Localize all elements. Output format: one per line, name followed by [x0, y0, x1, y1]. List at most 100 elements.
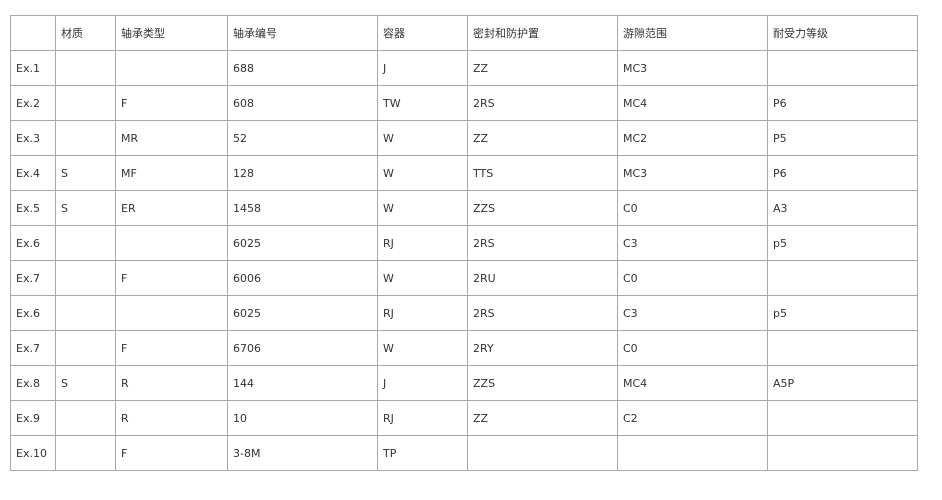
cell: 2RY — [467, 330, 618, 366]
cell: TTS — [467, 155, 618, 191]
cell — [55, 330, 116, 366]
cell: S — [55, 155, 116, 191]
cell: R — [115, 400, 228, 436]
cell — [767, 260, 918, 296]
cell: Ex.8 — [10, 365, 56, 401]
cell: C0 — [617, 260, 768, 296]
cell: 2RU — [467, 260, 618, 296]
data-row: Ex.6 6025 RJ 2RS C3 p5 — [10, 225, 918, 261]
cell: Ex.6 — [10, 225, 56, 261]
data-row: Ex.6 6025 RJ 2RS C3 p5 — [10, 295, 918, 331]
data-row: Ex.9 R 10 RJ ZZ C2 — [10, 400, 918, 436]
cell: A3 — [767, 190, 918, 226]
cell: R — [115, 365, 228, 401]
cell: RJ — [377, 295, 468, 331]
cell: F — [115, 260, 228, 296]
cell: MC2 — [617, 120, 768, 156]
cell: ZZS — [467, 365, 618, 401]
cell: A5P — [767, 365, 918, 401]
cell: Ex.10 — [10, 435, 56, 471]
cell — [467, 435, 618, 471]
cell: 2RS — [467, 225, 618, 261]
cell: 128 — [227, 155, 378, 191]
cell: 688 — [227, 50, 378, 86]
cell — [55, 225, 116, 261]
cell: P6 — [767, 155, 918, 191]
cell: Ex.9 — [10, 400, 56, 436]
cell: p5 — [767, 295, 918, 331]
header-cell: 轴承类型 — [115, 15, 228, 51]
cell: Ex.1 — [10, 50, 56, 86]
cell: 6706 — [227, 330, 378, 366]
cell: S — [55, 365, 116, 401]
data-row: Ex.10 F 3-8M TP — [10, 435, 918, 471]
cell: ZZ — [467, 400, 618, 436]
cell: W — [377, 190, 468, 226]
cell: ZZS — [467, 190, 618, 226]
cell — [617, 435, 768, 471]
cell: MC4 — [617, 85, 768, 121]
cell: MC3 — [617, 155, 768, 191]
cell: TP — [377, 435, 468, 471]
data-row: Ex.3 MR 52 W ZZ MC2 P5 — [10, 120, 918, 156]
cell — [115, 225, 228, 261]
data-row: Ex.8 S R 144 J ZZS MC4 A5P — [10, 365, 918, 401]
cell — [55, 295, 116, 331]
data-row: Ex.5 S ER 1458 W ZZS C0 A3 — [10, 190, 918, 226]
cell: F — [115, 435, 228, 471]
cell: C0 — [617, 190, 768, 226]
cell: 6025 — [227, 225, 378, 261]
cell: Ex.7 — [10, 260, 56, 296]
table-container: 材质 轴承类型 轴承编号 容器 密封和防护置 游隙范围 耐受力等级 Ex.1 688 J ZZ MC3… — [10, 15, 918, 471]
data-row: Ex.2 F 608 TW 2RS MC4 P6 — [10, 85, 918, 121]
cell — [55, 435, 116, 471]
bearing-table: 材质 轴承类型 轴承编号 容器 密封和防护置 游隙范围 耐受力等级 Ex.1 688 J ZZ MC3… — [10, 15, 918, 471]
cell: C3 — [617, 225, 768, 261]
cell — [55, 50, 116, 86]
cell: 10 — [227, 400, 378, 436]
cell: C2 — [617, 400, 768, 436]
cell: C3 — [617, 295, 768, 331]
cell: Ex.7 — [10, 330, 56, 366]
data-row: Ex.4 S MF 128 W TTS MC3 P6 — [10, 155, 918, 191]
cell: P6 — [767, 85, 918, 121]
header-cell: 耐受力等级 — [767, 15, 918, 51]
cell: F — [115, 330, 228, 366]
header-cell: 材质 — [55, 15, 116, 51]
cell — [767, 330, 918, 366]
cell: J — [377, 50, 468, 86]
cell: MC4 — [617, 365, 768, 401]
cell: p5 — [767, 225, 918, 261]
cell: S — [55, 190, 116, 226]
cell: W — [377, 260, 468, 296]
cell: MR — [115, 120, 228, 156]
data-row: Ex.7 F 6006 W 2RU C0 — [10, 260, 918, 296]
cell — [55, 260, 116, 296]
cell — [115, 50, 228, 86]
cell: MF — [115, 155, 228, 191]
cell: ER — [115, 190, 228, 226]
cell: 608 — [227, 85, 378, 121]
cell: J — [377, 365, 468, 401]
cell: 2RS — [467, 295, 618, 331]
cell: 3-8M — [227, 435, 378, 471]
cell: Ex.4 — [10, 155, 56, 191]
header-cell — [10, 15, 56, 51]
cell: RJ — [377, 225, 468, 261]
cell — [55, 120, 116, 156]
cell: TW — [377, 85, 468, 121]
cell — [767, 50, 918, 86]
cell: W — [377, 120, 468, 156]
cell: Ex.3 — [10, 120, 56, 156]
cell: Ex.6 — [10, 295, 56, 331]
cell: MC3 — [617, 50, 768, 86]
cell — [115, 295, 228, 331]
cell: Ex.2 — [10, 85, 56, 121]
cell: 2RS — [467, 85, 618, 121]
cell: 1458 — [227, 190, 378, 226]
cell: ZZ — [467, 50, 618, 86]
cell: 6006 — [227, 260, 378, 296]
cell — [767, 435, 918, 471]
data-row: Ex.1 688 J ZZ MC3 — [10, 50, 918, 86]
